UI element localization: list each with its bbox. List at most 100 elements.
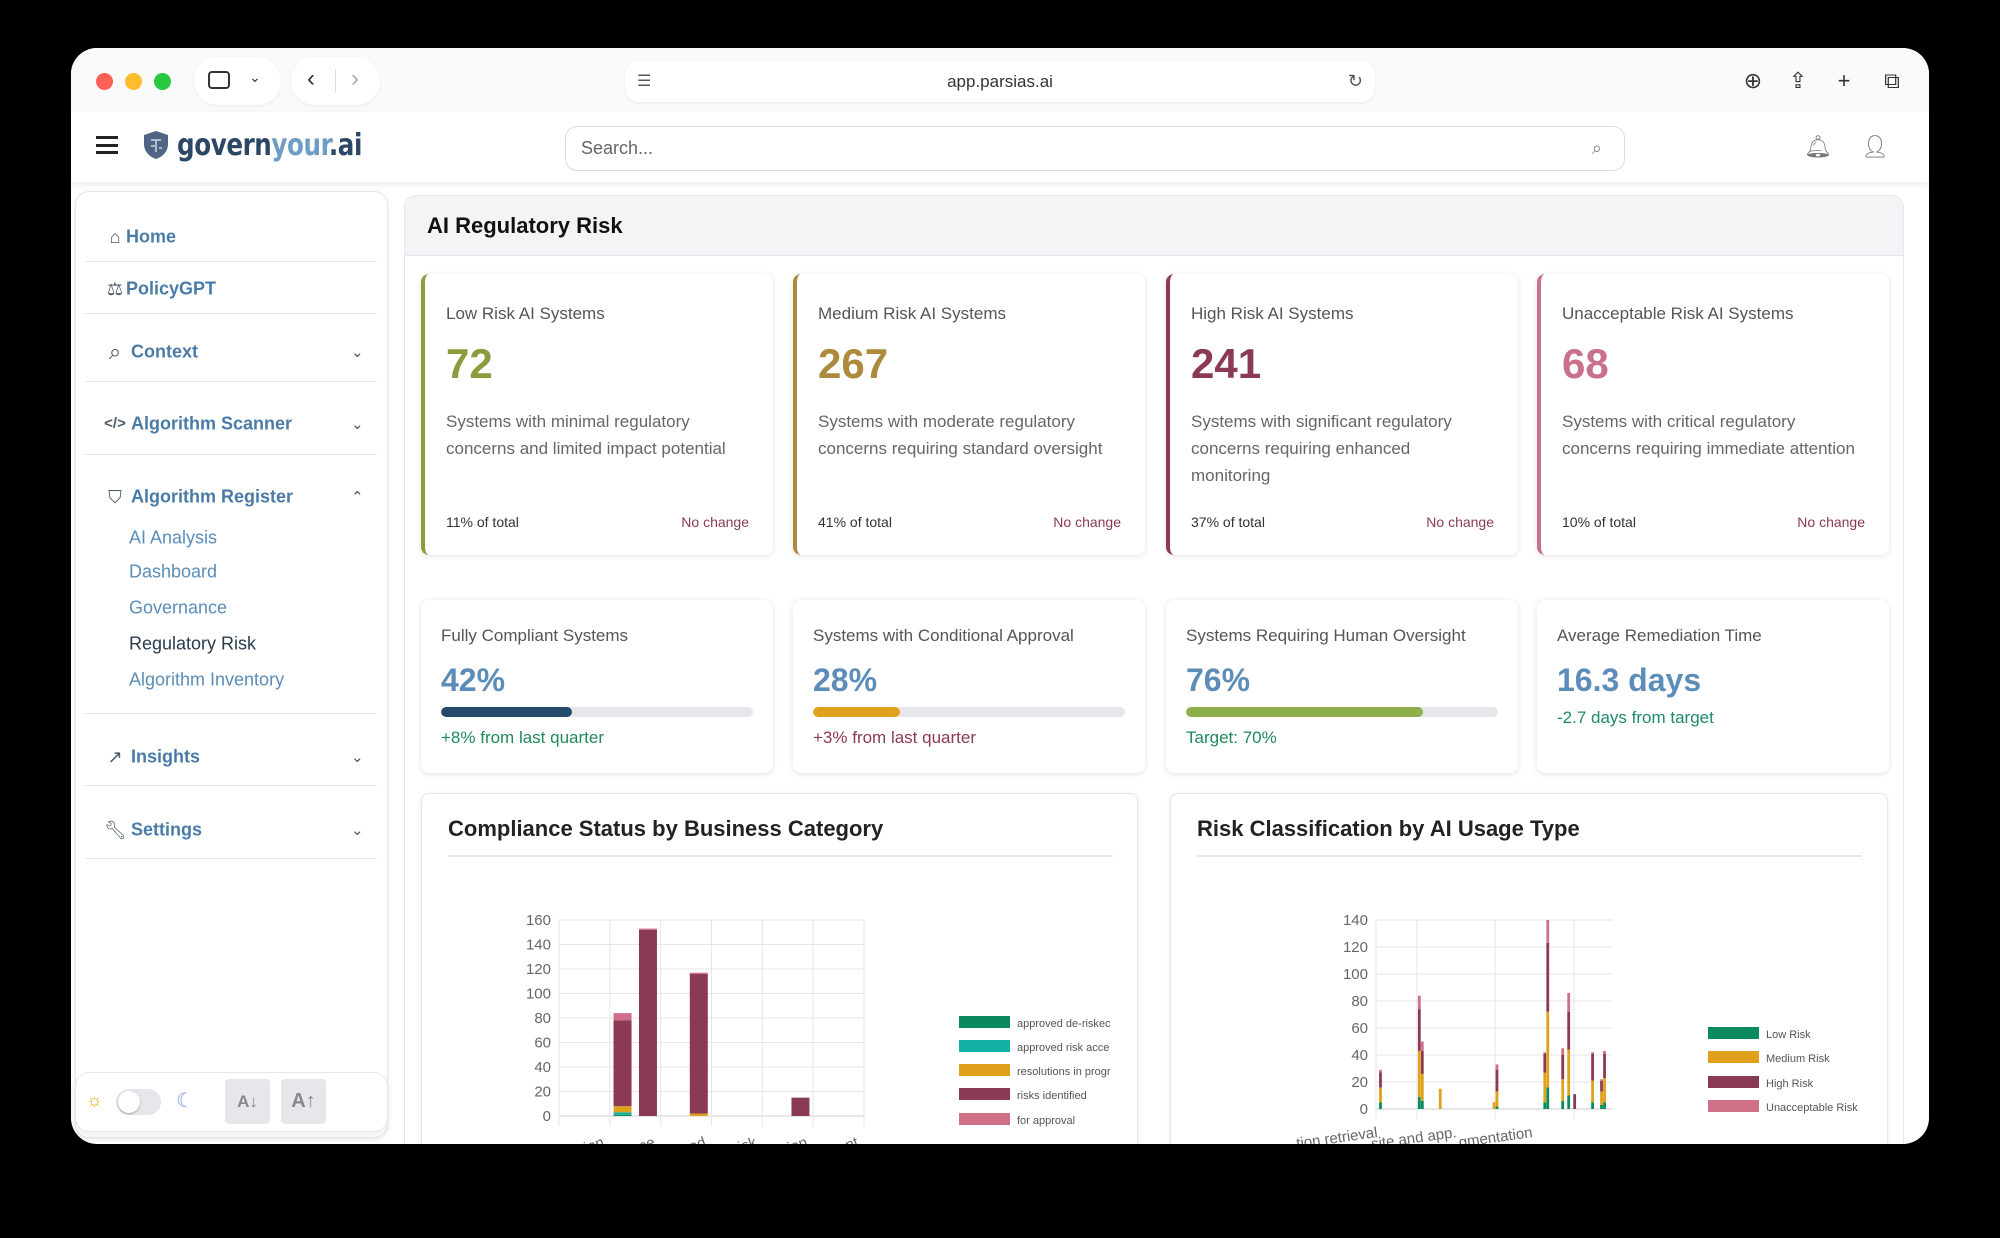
sidebar-subitem-governance[interactable]: Governance <box>129 597 228 618</box>
notification-bell-icon[interactable]: 🔔︎ <box>1804 134 1832 159</box>
chevron-down-icon[interactable]: ⌄ <box>351 822 364 839</box>
tabs-overview-icon[interactable]: ⧉ <box>1884 68 1900 93</box>
legend-label: approved de-riskec <box>1017 1018 1111 1030</box>
legend-swatch <box>1708 1051 1759 1063</box>
new-tab-icon[interactable]: + <box>1837 68 1851 93</box>
y-tick-label: 140 <box>526 937 551 954</box>
decrease-font-button[interactable]: A↓ <box>225 1079 270 1124</box>
bar-segment <box>613 1013 632 1021</box>
logo-mid: your <box>271 128 329 163</box>
metric-value: 16.3 days <box>1557 662 1702 698</box>
risk-card-percent: 41% of total <box>818 514 892 530</box>
close-window-button[interactable] <box>96 73 113 90</box>
bar-segment <box>1379 1069 1382 1073</box>
page-menu-icon[interactable]: ☰ <box>637 73 652 90</box>
bar-segment <box>1561 1079 1565 1101</box>
sidebar-item-context[interactable]: Context <box>131 341 198 362</box>
risk-card-percent: 37% of total <box>1191 514 1265 530</box>
chevron-down-icon[interactable]: ⌄ <box>351 749 364 766</box>
sidebar-item-home[interactable]: Home <box>126 226 177 247</box>
metric-title: Systems Requiring Human Oversight <box>1186 626 1466 645</box>
dark-mode-toggle[interactable] <box>116 1089 161 1115</box>
chart-title: Risk Classification by AI Usage Type <box>1197 816 1580 841</box>
legend-label: for approval <box>1017 1115 1075 1127</box>
risk-classification-chart-card: Risk Classification by AI Usage Type <box>1170 793 1888 1144</box>
bar-segment <box>1603 1053 1606 1078</box>
metric-value: 42% <box>441 662 506 698</box>
reload-icon[interactable]: ↻ <box>1347 71 1363 91</box>
bar-segment <box>1567 1095 1571 1109</box>
sidebar-toggle-button[interactable]: ⌄ <box>194 57 281 105</box>
progress-bar <box>1186 707 1498 717</box>
home-icon: ⌂ <box>109 227 121 247</box>
sidebar-item-insights[interactable]: Insights <box>131 746 201 767</box>
chevron-up-icon[interactable]: ⌃ <box>351 489 364 506</box>
sidebar-subitem-dashboard[interactable]: Dashboard <box>129 561 218 582</box>
y-tick-label: 20 <box>534 1084 551 1101</box>
moon-icon: ☾ <box>176 1090 194 1112</box>
bar-segment <box>1379 1072 1382 1088</box>
search-icon[interactable]: ⌕ <box>1591 138 1602 158</box>
sidebar-subitem-ai-analysis[interactable]: AI Analysis <box>129 527 218 548</box>
url-text: app.parsias.ai <box>947 72 1053 91</box>
sidebar-item-settings[interactable]: Settings <box>131 819 203 840</box>
x-tick-label: ent <box>835 1134 861 1144</box>
bar-segment <box>1561 1100 1565 1109</box>
increase-font-button[interactable]: A↑ <box>281 1079 326 1124</box>
forward-icon[interactable]: › <box>351 65 359 92</box>
hamburger-menu-icon[interactable] <box>96 136 118 154</box>
search-input[interactable]: Search... ⌕ <box>565 126 1625 171</box>
y-tick-label: 60 <box>534 1035 551 1052</box>
back-icon[interactable]: ‹ <box>307 65 315 92</box>
metric-card: Systems Requiring Human Oversight 76% Ta… <box>1166 600 1518 773</box>
bar-segment <box>1543 1053 1547 1073</box>
maximize-window-button[interactable] <box>154 73 171 90</box>
sidebar-item-algorithm-register[interactable]: Algorithm Register <box>131 486 294 507</box>
risk-card-title: Low Risk AI Systems <box>446 304 605 323</box>
metric-title: Fully Compliant Systems <box>441 626 629 645</box>
divider <box>85 858 377 859</box>
sidebar-item-policygpt[interactable]: PolicyGPT <box>126 278 217 299</box>
bar-segment <box>689 972 708 974</box>
sidebar-subitem-regulatory-risk[interactable]: Regulatory Risk <box>129 633 257 654</box>
y-tick-label: 40 <box>534 1059 551 1076</box>
chevron-down-icon[interactable]: ⌄ <box>351 344 364 361</box>
bar-segment <box>1495 1064 1499 1070</box>
metric-value: 28% <box>813 662 878 698</box>
charts-layer: 0 20 40 60 80 100 120 140 160 tion ce ed risk tion ent… <box>526 912 1858 1144</box>
nav-buttons: ‹ › <box>291 57 380 105</box>
logo-text: governyour.ai <box>177 128 362 163</box>
sidebar-item-algorithm-scanner[interactable]: Algorithm Scanner <box>131 413 293 434</box>
display-controls: ☼ ☾ A↓ A↑ <box>75 1072 388 1132</box>
legend-label: resolutions in progr <box>1017 1066 1111 1078</box>
minimize-window-button[interactable] <box>125 73 142 90</box>
risk-card: Low Risk AI Systems 72 Systems with mini… <box>421 274 773 555</box>
divider <box>85 713 377 714</box>
legend-label: approved risk acce <box>1017 1042 1109 1054</box>
progress-bar <box>441 707 753 717</box>
page-title-bar: AI Regulatory Risk <box>405 196 1903 256</box>
y-tick-label: 0 <box>1360 1101 1368 1118</box>
y-tick-label: 100 <box>526 986 551 1003</box>
share-icon[interactable]: ⇪ <box>1788 68 1808 93</box>
bar-segment <box>1546 1011 1550 1088</box>
risk-card: High Risk AI Systems 241 Systems with si… <box>1166 274 1518 555</box>
legend-swatch <box>959 1113 1010 1125</box>
y-tick-label: 40 <box>1351 1047 1368 1064</box>
bar-segment <box>689 973 708 1114</box>
metric-card: Systems with Conditional Approval 28% +3… <box>793 600 1145 773</box>
chevron-down-icon[interactable]: ⌄ <box>351 416 364 433</box>
legend-label: Unacceptable Risk <box>1766 1102 1858 1114</box>
bar-segment <box>1591 1080 1594 1103</box>
sidebar: ⌂ Home ⚖ PolicyGPT ⌕ Context ⌄ </> Algor… <box>75 191 388 1138</box>
address-bar[interactable]: ☰ app.parsias.ai ↻ <box>625 61 1375 102</box>
y-tick-label: 120 <box>526 961 551 978</box>
download-icon[interactable]: ⊕ <box>1743 68 1763 93</box>
browser-window: ⌄ ‹ › ☰ app.parsias.ai ↻ ⊕ ⇪ + ⧉ governy… <box>71 48 1929 1144</box>
bar-segment <box>1379 1087 1382 1103</box>
user-profile-icon[interactable]: 👤︎ <box>1861 134 1889 159</box>
bar-segment <box>1573 1094 1577 1109</box>
bar-segment <box>1567 992 1571 1012</box>
metric-card: Fully Compliant Systems 42% +8% from las… <box>421 600 773 773</box>
sidebar-subitem-algorithm-inventory[interactable]: Algorithm Inventory <box>129 669 285 690</box>
